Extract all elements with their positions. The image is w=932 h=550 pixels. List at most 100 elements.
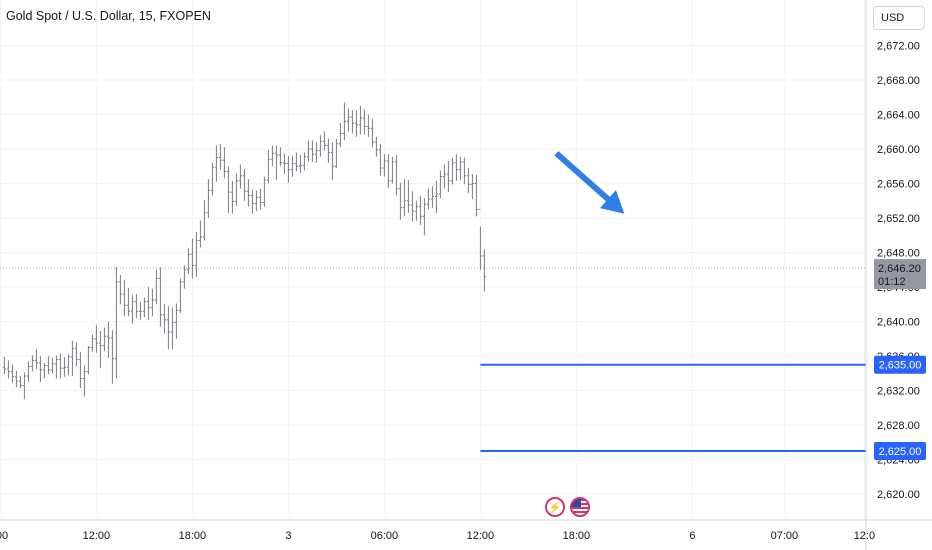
- ohlc-bar: [110, 330, 114, 384]
- ohlc-bar: [270, 145, 274, 167]
- ohlc-bar: [330, 142, 334, 181]
- ohlc-bar: [178, 278, 182, 313]
- ohlc-bar: [286, 155, 290, 183]
- ohlc-bar: [102, 327, 106, 351]
- ohlc-bar: [250, 189, 254, 214]
- ohlc-bar: [474, 174, 478, 217]
- ohlc-bar: [378, 143, 382, 176]
- ohlc-bar: [2, 356, 6, 375]
- ohlc-bar: [150, 288, 154, 317]
- ohlc-bar: [454, 154, 458, 181]
- y-tick-label: 2,668.00: [877, 75, 920, 87]
- ohlc-bar: [74, 342, 78, 367]
- ohlc-bar: [34, 349, 38, 370]
- ohlc-bar: [390, 156, 394, 184]
- ohlc-bar: [262, 176, 266, 207]
- ohlc-bar: [238, 164, 242, 189]
- ohlc-bar: [462, 157, 466, 185]
- x-tick-label: 12:00: [467, 530, 495, 542]
- ohlc-bar: [222, 147, 226, 179]
- event-badges: ⚡: [545, 497, 590, 517]
- ohlc-bar: [306, 140, 310, 162]
- ohlc-bar: [38, 356, 42, 382]
- ohlc-bar: [482, 249, 486, 292]
- y-tick-label: 2,648.00: [877, 248, 920, 260]
- ohlc-bar: [254, 190, 258, 212]
- ohlc-bar: [194, 231, 198, 277]
- x-axis-labels: :00 12:00 18:00 3 06:00 12:00 18:00 6 07:00 12:0: [0, 530, 875, 542]
- ohlc-bar: [338, 123, 342, 148]
- ohlc-bar: [70, 340, 74, 376]
- ohlc-bar: [302, 152, 306, 171]
- us-flag-icon[interactable]: [570, 497, 590, 517]
- ohlc-bar: [146, 287, 150, 320]
- ohlc-bar: [438, 170, 442, 199]
- ohlc-bar: [354, 110, 358, 137]
- lightning-icon[interactable]: ⚡: [545, 497, 565, 517]
- ohlc-bar: [318, 135, 322, 157]
- ohlc-bar: [450, 157, 454, 185]
- ohlc-bar: [430, 186, 434, 208]
- ohlc-bar: [126, 287, 130, 317]
- y-tick-label: 2,660.00: [877, 144, 920, 156]
- ohlc-bar: [130, 294, 134, 324]
- ohlc-bar: [446, 161, 450, 193]
- ohlc-bar: [398, 182, 402, 220]
- x-tick-label: 06:00: [371, 530, 399, 542]
- direction-arrow: [554, 151, 625, 214]
- ohlc-bar: [278, 147, 282, 167]
- ohlc-bar: [166, 306, 170, 350]
- ohlc-bar: [26, 361, 30, 382]
- ohlc-bar: [350, 110, 354, 134]
- currency-button[interactable]: USD: [873, 6, 925, 30]
- ohlc-bar: [162, 304, 166, 334]
- level-price-tag: [874, 355, 926, 374]
- x-tick-label: 12:0: [854, 530, 875, 542]
- ohlc-bar: [326, 138, 330, 163]
- y-tick-label: 2,664.00: [877, 109, 920, 121]
- ohlc-bar: [234, 173, 238, 206]
- ohlc-bar: [466, 167, 470, 193]
- ohlc-bar: [434, 180, 438, 213]
- ohlc-bar: [362, 109, 366, 135]
- ohlc-bar: [358, 105, 362, 135]
- ohlc-bar: [106, 321, 110, 358]
- ohlc-bar: [214, 145, 218, 182]
- ohlc-bar: [30, 355, 34, 372]
- ohlc-bar: [46, 356, 50, 375]
- ohlc-bar: [98, 331, 102, 369]
- ohlc-bar: [190, 238, 194, 279]
- ohlc-bar: [86, 345, 90, 375]
- level-price-label: 2,625.00: [879, 446, 922, 458]
- ohlc-bar: [90, 334, 94, 352]
- ohlc-bar: [406, 180, 410, 213]
- ohlc-bar: [202, 199, 206, 241]
- ohlc-bar: [322, 131, 326, 151]
- ohlc-bar: [50, 357, 54, 374]
- ohlc-bar: [142, 297, 146, 318]
- ohlc-bar: [458, 156, 462, 181]
- level-price-label: 2,635.00: [879, 360, 922, 372]
- ohlc-bar: [382, 154, 386, 177]
- ohlc-bar: [94, 325, 98, 353]
- last-price-label: 2,646.20: [878, 263, 921, 275]
- ohlc-bar: [366, 114, 370, 137]
- ohlc-bar: [422, 198, 426, 236]
- ohlc-bar: [218, 143, 222, 170]
- y-tick-label: 2,628.00: [877, 420, 920, 432]
- chart-title: Gold Spot / U.S. Dollar, 15, FXOPEN: [6, 9, 211, 23]
- down-arrow-drawing: [554, 151, 625, 214]
- ohlc-bar: [274, 145, 278, 181]
- ohlc-bar: [206, 179, 210, 219]
- ohlc-bar: [386, 154, 390, 188]
- ohlc-bar: [470, 174, 474, 200]
- ohlc-bar: [134, 293, 138, 319]
- ohlc-bar: [10, 364, 14, 383]
- ohlc-bar: [246, 179, 250, 207]
- ohlc-bar: [294, 152, 298, 172]
- x-tick-label: 3: [285, 530, 291, 542]
- ohlc-bar: [18, 375, 22, 389]
- ohlc-bar: [478, 208, 482, 270]
